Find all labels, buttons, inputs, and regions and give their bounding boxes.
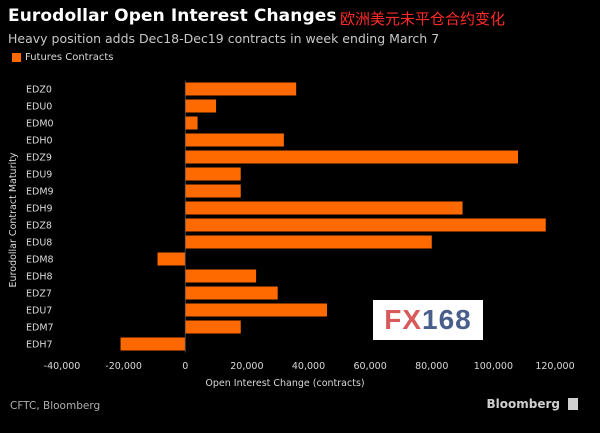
bar-edh0 (185, 133, 284, 147)
bar-edm7 (185, 320, 241, 334)
y-tick-label: EDH9 (26, 204, 53, 215)
y-tick-label: EDZ0 (26, 85, 52, 96)
x-axis-title: Open Interest Change (contracts) (205, 378, 364, 389)
y-axis-title: Eurodollar Contract Maturity (8, 152, 19, 287)
legend-swatch (12, 53, 21, 62)
bar-edz8 (185, 218, 546, 232)
y-tick-label: EDZ8 (26, 221, 52, 232)
x-tick-label: 40,000 (292, 361, 325, 372)
y-tick-label: EDH8 (26, 272, 53, 283)
bar-edz7 (185, 286, 278, 300)
y-tick-label: EDU0 (26, 102, 52, 113)
bar-edu7 (185, 303, 327, 317)
x-tick-labels: -40,000 -20,000 0 20,000 40,000 60,000 80,000 1… (44, 361, 575, 372)
x-tick-label: 120,000 (535, 361, 574, 372)
x-tick-label: -20,000 (105, 361, 142, 372)
x-tick-label: 60,000 (354, 361, 387, 372)
y-tick-label: EDZ9 (26, 153, 52, 164)
chart-subtitle: Heavy position adds Dec18-Dec19 contract… (8, 31, 440, 46)
chart-title-chinese: 欧洲美元未平仓合约变化 (340, 10, 506, 28)
bar-edm8 (157, 252, 186, 266)
bookmark-icon (568, 398, 578, 410)
y-tick-label: EDU9 (26, 170, 52, 181)
bar-edm0 (185, 116, 198, 130)
y-tick-label: EDM8 (26, 255, 54, 266)
bar-edh9 (185, 201, 463, 215)
legend-label: Futures Contracts (25, 52, 114, 63)
bar-edh8 (185, 269, 257, 283)
logo-number: 168 (422, 304, 472, 335)
bar-edm9 (185, 184, 241, 198)
y-tick-label: EDU7 (26, 306, 52, 317)
x-tick-label: 100,000 (474, 361, 513, 372)
bar-edh7 (120, 337, 186, 351)
y-tick-label: EDZ7 (26, 289, 52, 300)
source-note: CFTC, Bloomberg (10, 400, 101, 412)
y-tick-label: EDU8 (26, 238, 52, 249)
bar-edu8 (185, 235, 432, 249)
y-tick-label: EDM9 (26, 187, 54, 198)
y-tick-label: EDM0 (26, 119, 54, 130)
logo-fx: FX (384, 304, 423, 335)
x-tick-label: 0 (182, 361, 188, 372)
fx168-logo: FX 168 (373, 300, 483, 340)
bar-edz9 (185, 150, 519, 164)
bar-edz0 (185, 82, 297, 96)
legend: Futures Contracts (12, 52, 113, 63)
bar-edu0 (185, 99, 217, 113)
bars-group (120, 82, 546, 351)
chart-title: Eurodollar Open Interest Changes (8, 6, 337, 26)
y-tick-label: EDM7 (26, 323, 54, 334)
y-tick-label: EDH0 (26, 136, 53, 147)
y-tick-label: EDH7 (26, 340, 53, 351)
x-tick-label: 80,000 (415, 361, 448, 372)
brand-label: Bloomberg (486, 397, 561, 411)
x-tick-label: 20,000 (230, 361, 263, 372)
bar-edu9 (185, 167, 241, 181)
x-tick-label: -40,000 (44, 361, 81, 372)
y-tick-labels: EDZ0 EDU0 EDM0 EDH0 EDZ9 EDU9 EDM9 EDH9 EDZ8 EDU8… (26, 85, 54, 351)
